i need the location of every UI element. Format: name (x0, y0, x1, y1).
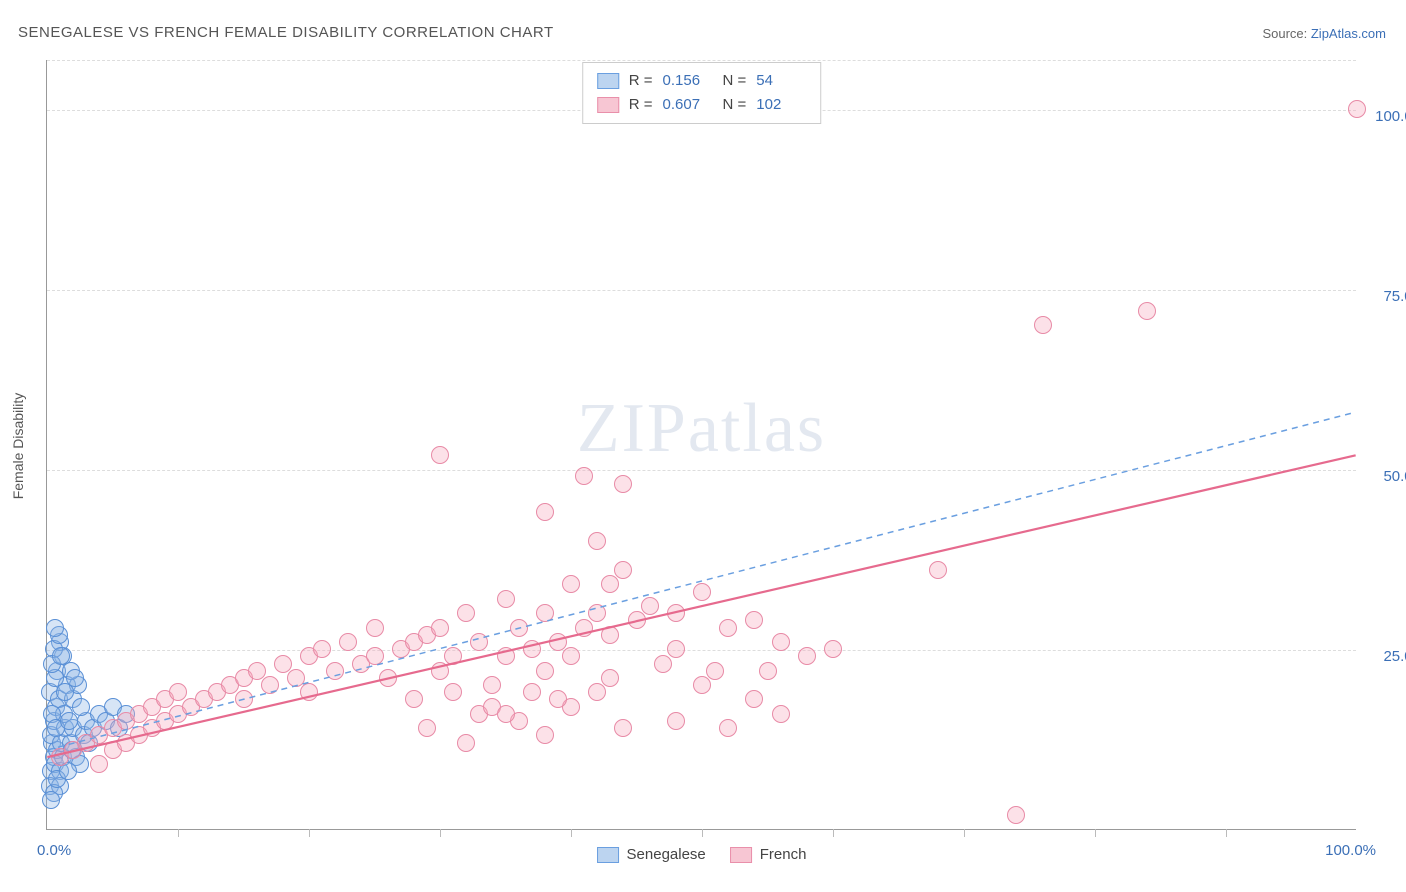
swatch-icon (597, 847, 619, 863)
x-minor-tick (178, 829, 179, 837)
x-minor-tick (1095, 829, 1096, 837)
r-label: R = (629, 93, 653, 117)
x-minor-tick (440, 829, 441, 837)
series-legend: Senegalese French (597, 846, 807, 863)
y-tick-label: 75.0% (1366, 288, 1406, 305)
legend-item: French (730, 846, 807, 863)
x-tick-end: 100.0% (1325, 842, 1376, 859)
r-value: 0.156 (663, 69, 713, 93)
stats-row: R = 0.156 N = 54 (597, 69, 807, 93)
source-link[interactable]: ZipAtlas.com (1311, 26, 1386, 41)
x-minor-tick (1226, 829, 1227, 837)
n-label: N = (723, 93, 747, 117)
trend-lines-layer (47, 60, 1356, 829)
source-label: Source: (1262, 26, 1310, 41)
chart-title: SENEGALESE VS FRENCH FEMALE DISABILITY C… (18, 24, 554, 41)
trend-line (47, 412, 1355, 750)
r-label: R = (629, 69, 653, 93)
legend-label: French (760, 846, 807, 863)
x-tick-start: 0.0% (37, 842, 71, 859)
x-minor-tick (702, 829, 703, 837)
legend-item: Senegalese (597, 846, 706, 863)
y-tick-label: 25.0% (1366, 648, 1406, 665)
n-label: N = (723, 69, 747, 93)
stats-row: R = 0.607 N = 102 (597, 93, 807, 117)
trend-line (47, 455, 1355, 757)
y-axis-label: Female Disability (10, 393, 26, 500)
source-attribution: Source: ZipAtlas.com (1262, 26, 1386, 41)
x-minor-tick (309, 829, 310, 837)
n-value: 54 (756, 69, 806, 93)
r-value: 0.607 (663, 93, 713, 117)
x-minor-tick (833, 829, 834, 837)
stats-legend: R = 0.156 N = 54 R = 0.607 N = 102 (582, 62, 822, 124)
swatch-icon (597, 97, 619, 113)
swatch-icon (597, 73, 619, 89)
swatch-icon (730, 847, 752, 863)
y-tick-label: 100.0% (1366, 108, 1406, 125)
n-value: 102 (756, 93, 806, 117)
x-minor-tick (964, 829, 965, 837)
y-tick-label: 50.0% (1366, 468, 1406, 485)
x-minor-tick (571, 829, 572, 837)
chart-plot-area: ZIPatlas R = 0.156 N = 54 R = 0.607 N = … (46, 60, 1356, 830)
legend-label: Senegalese (627, 846, 706, 863)
